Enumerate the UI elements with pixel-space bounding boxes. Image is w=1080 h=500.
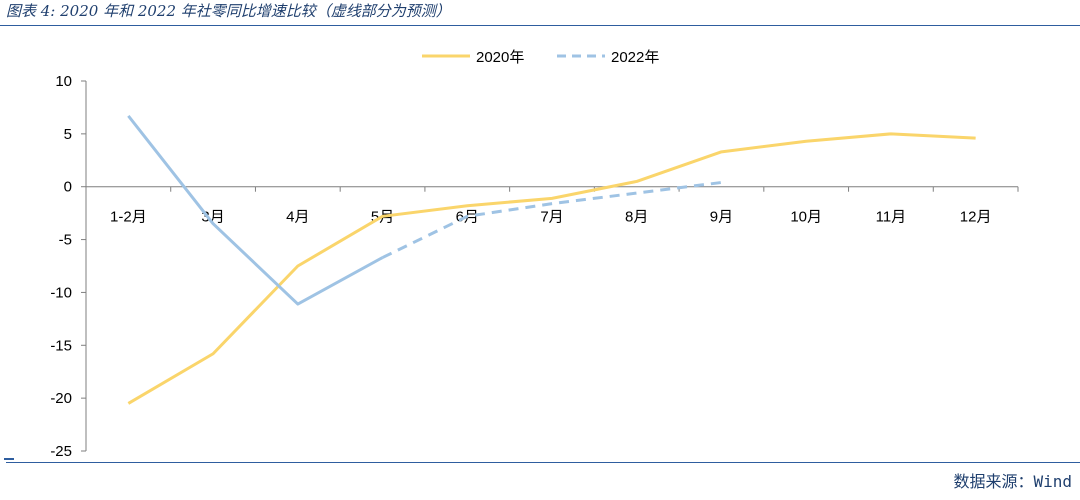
- title-rule: [0, 25, 1080, 26]
- bottom-mark: [4, 458, 14, 460]
- bottom-rule: [6, 462, 1080, 463]
- x-tick-label: 1-2月: [110, 209, 147, 226]
- figure-title: 图表 4: 2020 年和 2022 年社零同比增速比较（虚线部分为预测）: [6, 2, 451, 20]
- x-tick-label: 10月: [790, 209, 822, 226]
- x-tick-label: 11月: [876, 209, 907, 226]
- source-note: 数据来源：Wind: [953, 472, 1072, 491]
- y-tick-label: -10: [50, 284, 72, 301]
- legend-label-2022: 2022年: [611, 49, 659, 66]
- y-tick-label: 0: [64, 179, 72, 196]
- y-tick-label: -15: [50, 337, 72, 354]
- y-tick-label: -5: [59, 232, 72, 249]
- x-tick-label: 3月: [201, 209, 224, 226]
- legend: 2020年 2022年: [422, 49, 659, 66]
- x-tick-label: 7月: [540, 209, 563, 226]
- y-tick-label: 5: [64, 126, 72, 143]
- series-lines: [127, 114, 976, 405]
- series-2020-line: [127, 132, 976, 405]
- series-2022-actual-line: [127, 114, 384, 306]
- x-tick-label: 4月: [286, 209, 309, 226]
- y-tick-label: -25: [50, 443, 72, 460]
- legend-label-2020: 2020年: [476, 49, 524, 66]
- y-tick-label: 10: [55, 73, 72, 90]
- series-2022-forecast-line: [381, 180, 722, 259]
- x-tick-label: 9月: [710, 209, 733, 226]
- y-tick-label: -20: [50, 390, 72, 407]
- x-tick-label: 12月: [960, 209, 992, 226]
- x-tick-label: 8月: [625, 209, 648, 226]
